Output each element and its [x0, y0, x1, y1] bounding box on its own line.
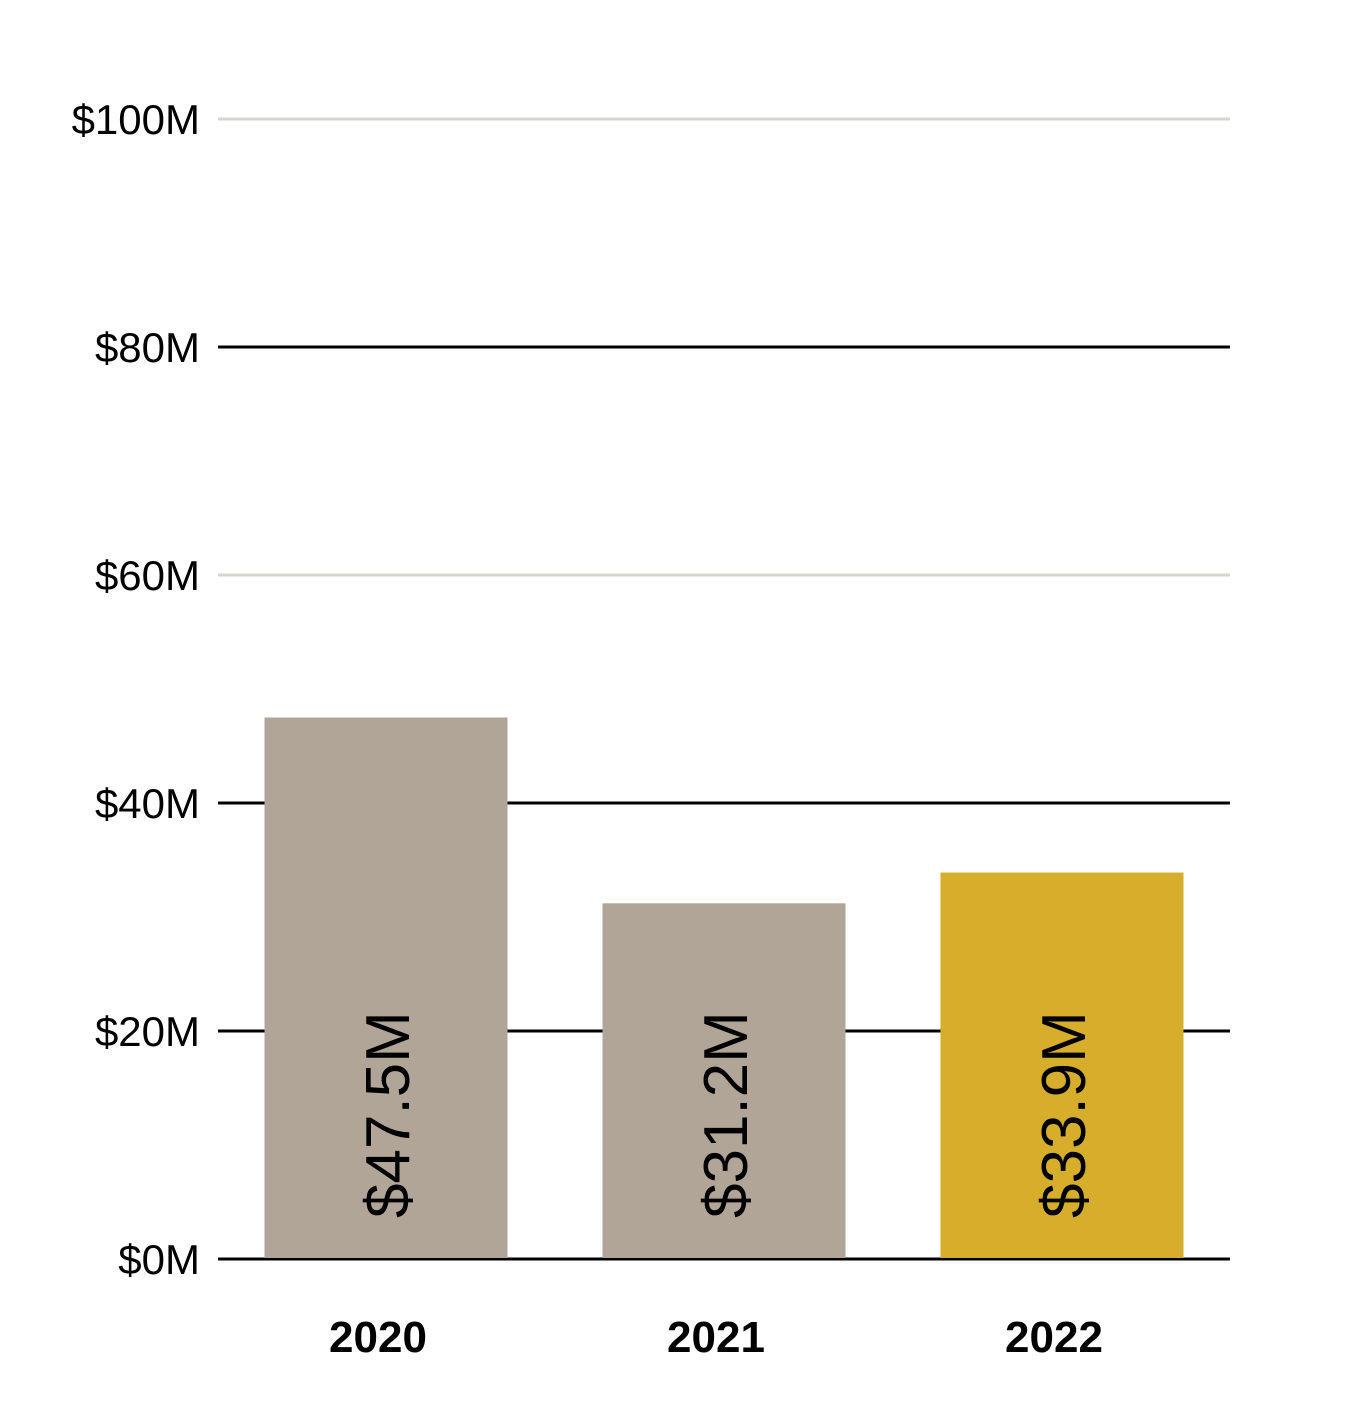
- x-tick-label: 2021: [667, 1313, 765, 1362]
- bar: [940, 872, 1184, 1258]
- bar: [264, 717, 508, 1258]
- bar-value-label: $33.9M: [1030, 1011, 1099, 1218]
- bar: [602, 903, 846, 1258]
- y-tick-label: $40M: [95, 780, 200, 827]
- y-tick-label: $80M: [95, 324, 200, 371]
- x-tick-label: 2022: [1005, 1313, 1103, 1362]
- y-tick-label: $0M: [118, 1236, 200, 1283]
- bar-value-label: $47.5M: [354, 1011, 423, 1218]
- bar-value-label: $31.2M: [692, 1011, 761, 1218]
- y-tick-label: $60M: [95, 552, 200, 599]
- x-tick-label: 2020: [329, 1313, 427, 1362]
- y-tick-label: $100M: [72, 96, 200, 143]
- y-tick-label: $20M: [95, 1008, 200, 1055]
